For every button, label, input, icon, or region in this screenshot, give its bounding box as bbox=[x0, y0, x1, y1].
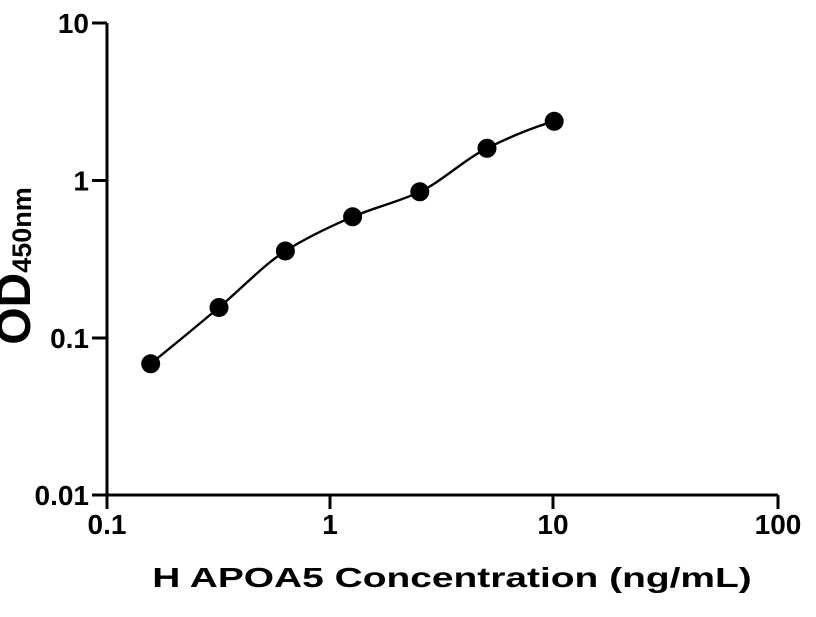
svg-text:1: 1 bbox=[322, 509, 338, 540]
svg-text:0.01: 0.01 bbox=[35, 480, 90, 511]
svg-text:1: 1 bbox=[73, 166, 89, 197]
svg-text:H APOA5 Concentration (ng/mL): H APOA5 Concentration (ng/mL) bbox=[152, 562, 751, 593]
svg-text:100: 100 bbox=[755, 509, 802, 540]
svg-text:10: 10 bbox=[58, 8, 89, 39]
svg-text:OD450nm: OD450nm bbox=[0, 187, 41, 345]
svg-text:0.1: 0.1 bbox=[88, 509, 127, 540]
svg-text:0.1: 0.1 bbox=[50, 323, 89, 354]
svg-text:10: 10 bbox=[537, 509, 568, 540]
